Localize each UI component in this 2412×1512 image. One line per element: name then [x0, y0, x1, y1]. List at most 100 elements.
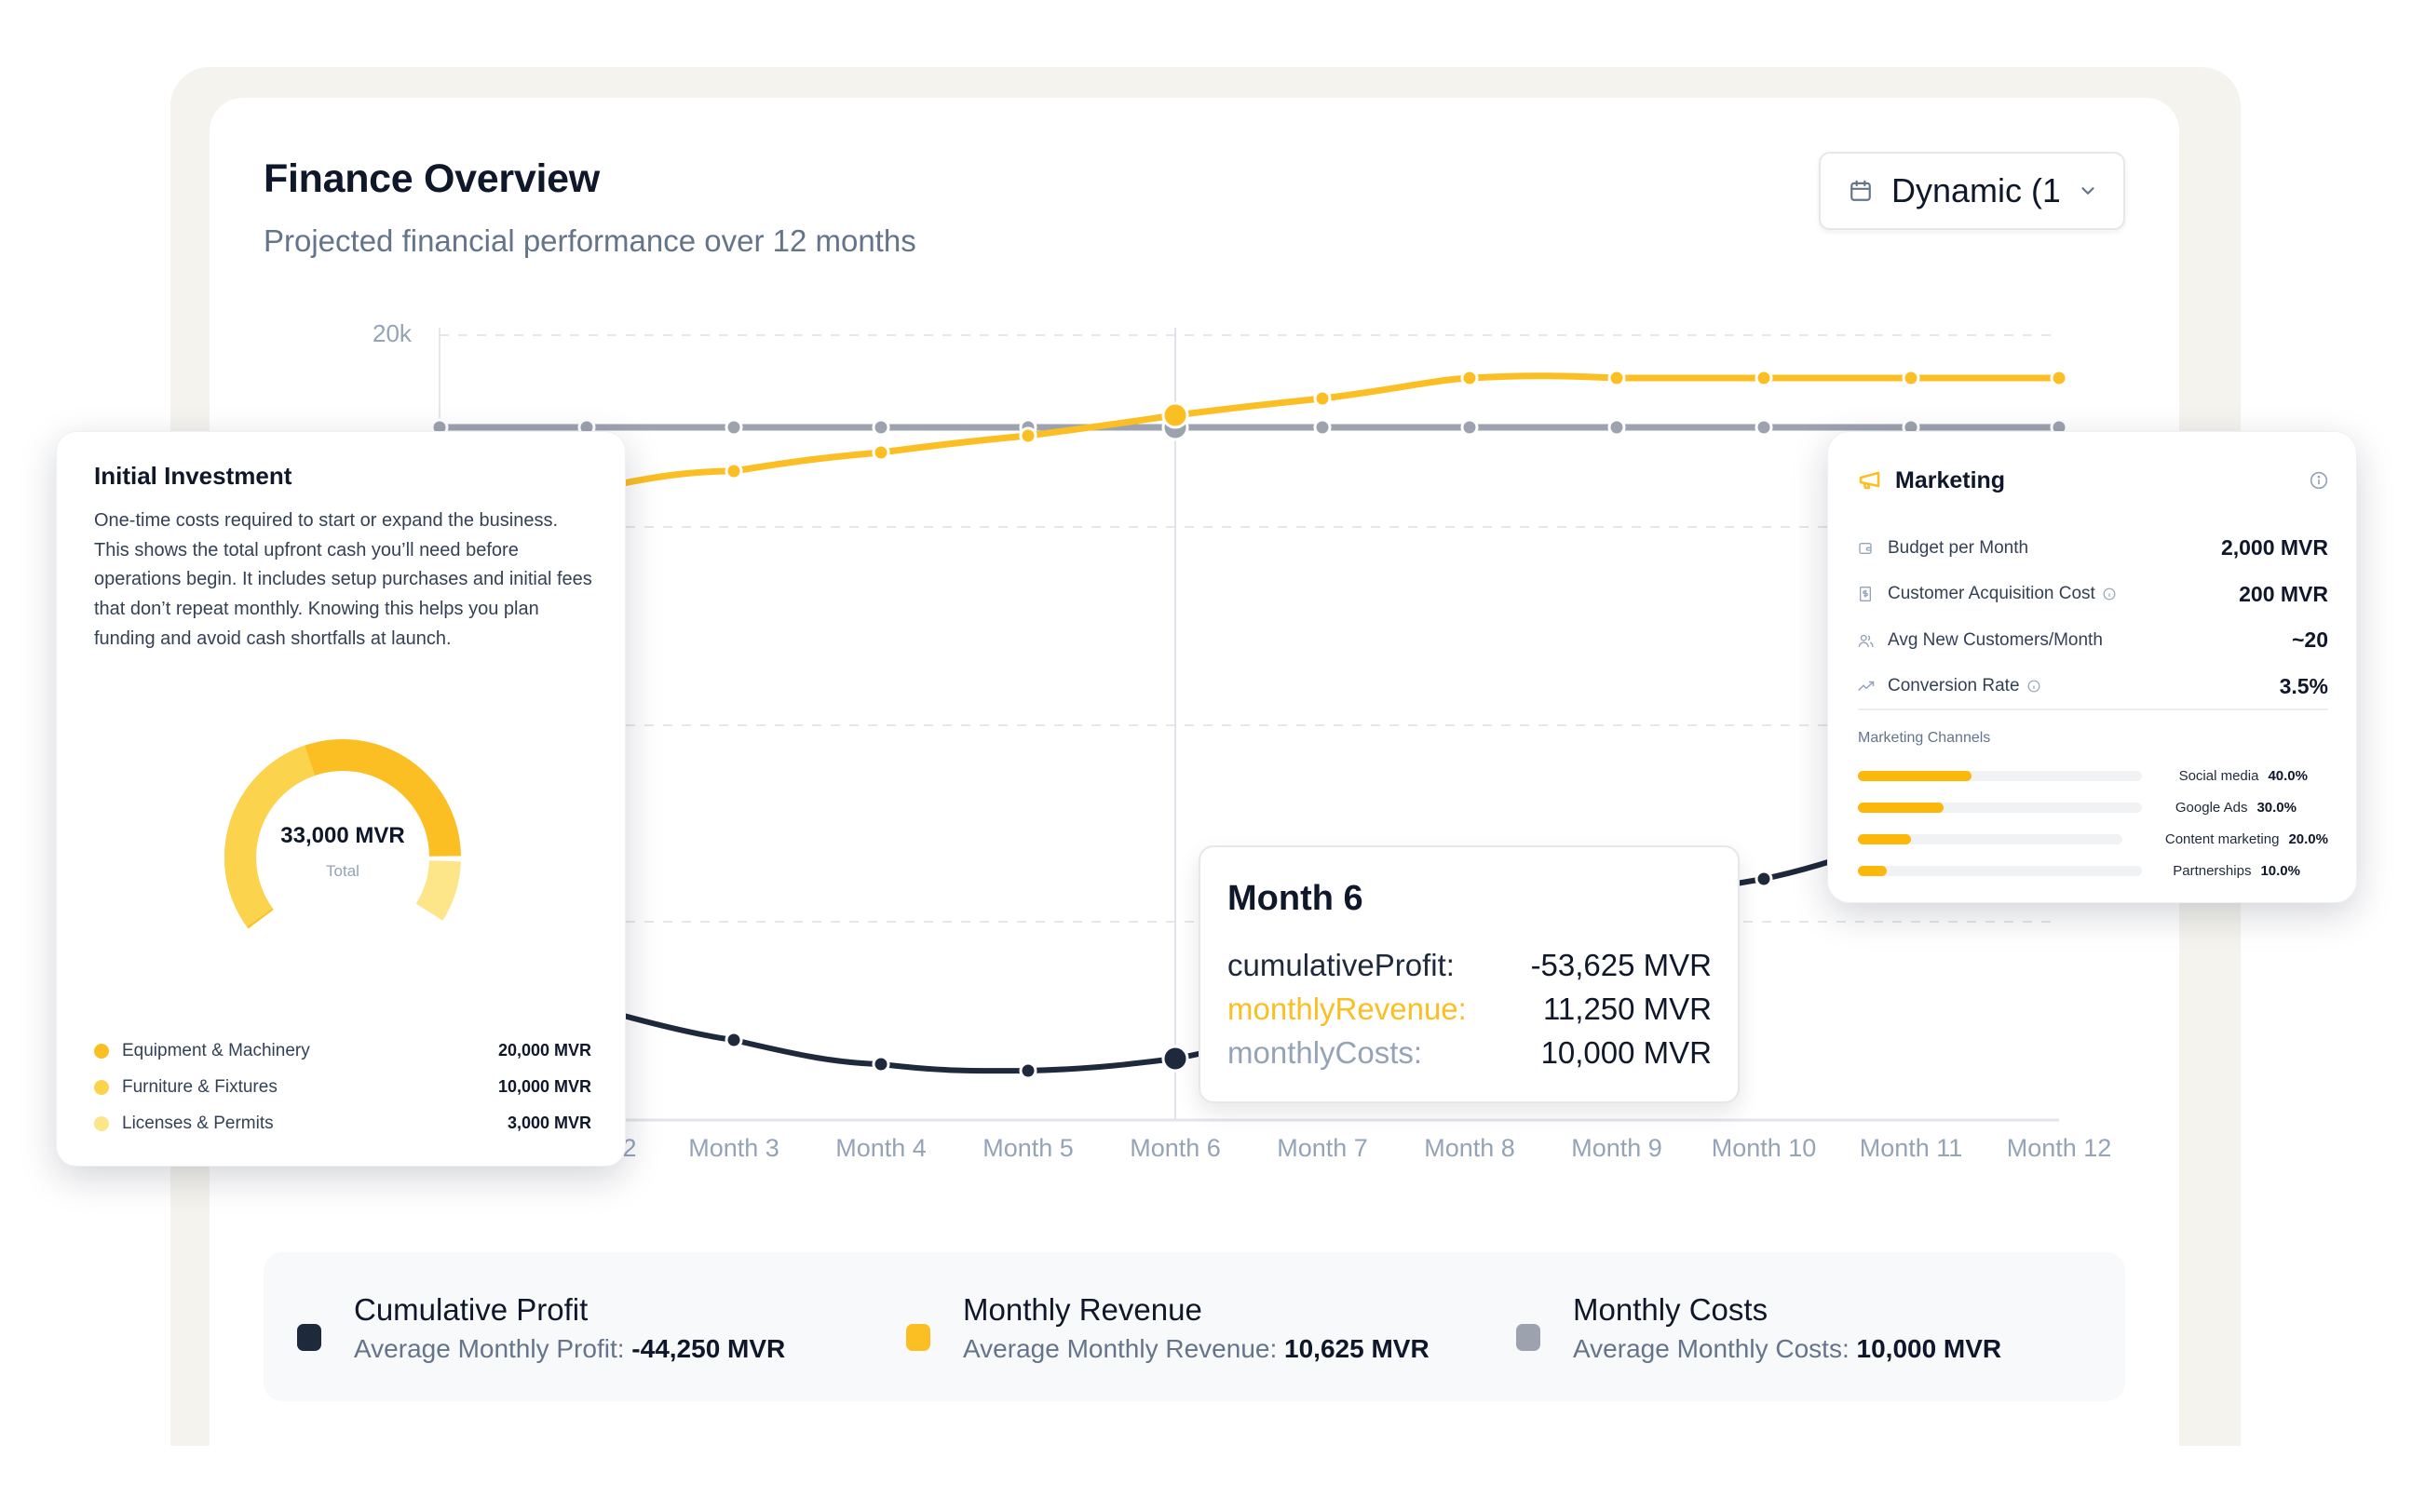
legend-item-monthly-costs[interactable]: Monthly Costs Average Monthly Costs: 10,…: [1516, 1291, 2001, 1370]
metric-customer-acquisition-cost: Customer Acquisition Cost 200 MVR: [1858, 572, 2328, 618]
marketing-title: Marketing: [1895, 466, 2006, 493]
info-icon[interactable]: [2027, 680, 2040, 693]
tooltip-value: 11,250 MVR: [1543, 992, 1712, 1026]
channel-pct: 30.0%: [2256, 799, 2297, 816]
channel-content-marketing: Content marketing 20.0%: [1858, 823, 2328, 855]
info-icon[interactable]: [2310, 471, 2328, 490]
initial-investment-description: One-time costs required to start or expa…: [94, 510, 592, 649]
users-icon: [1858, 634, 1874, 647]
tooltip-key: monthlyCosts:: [1227, 1035, 1423, 1070]
wallet-icon: [1859, 542, 1872, 554]
legend-avg-label: Average Monthly Costs:: [1573, 1334, 1850, 1363]
investment-item-value: 10,000 MVR: [497, 1077, 591, 1096]
tooltip-row-profit: cumulativeProfit: -53,625 MVR: [1227, 943, 1712, 987]
metric-label: Conversion Rate: [1888, 676, 2020, 696]
x-label-month-3: Month 3: [688, 1134, 779, 1162]
investment-item: Licenses & Permits 3,000 MVR: [94, 1105, 591, 1141]
period-dropdown[interactable]: Dynamic (1: [1819, 152, 2125, 230]
investment-item: Equipment & Machinery 20,000 MVR: [94, 1033, 591, 1069]
grid-lines: [440, 334, 2059, 923]
investment-item-value: 20,000 MVR: [497, 1041, 591, 1060]
x-label-month-11: Month 11: [1859, 1134, 1963, 1162]
y-axis-tick-20k: 20k: [373, 319, 412, 347]
channel-partnerships: Partnerships 10.0%: [1858, 855, 2328, 886]
channel-name: Social media: [2178, 767, 2259, 784]
receipt-icon: [1860, 587, 1871, 602]
investment-item-name: Furniture & Fixtures: [122, 1076, 278, 1097]
chart-tooltip: Month 6 cumulativeProfit: -53,625 MVR mo…: [1199, 845, 1740, 1103]
channel-pct: 10.0%: [2260, 862, 2300, 879]
investment-total-label: Total: [326, 862, 359, 880]
x-axis-labels: 2 Month 3 Month 4 Month 5 Month 6 Month …: [0, 1134, 2412, 1171]
tooltip-key: monthlyRevenue:: [1227, 992, 1467, 1026]
investment-item-name: Licenses & Permits: [122, 1113, 274, 1133]
investment-donut-chart[interactable]: [224, 739, 461, 976]
donut-segment-furniture[interactable]: [224, 739, 461, 976]
legend-avg-value: -44,250 MVR: [631, 1334, 786, 1363]
channel-name: Partnerships: [2173, 862, 2252, 879]
tooltip-row-costs: monthlyCosts: 10,000 MVR: [1227, 1031, 1712, 1074]
marketing-card: Marketing Budget per Month 2,000 MVR Cus…: [1827, 431, 2357, 903]
chevron-down-icon: [2081, 187, 2094, 195]
x-label-month-2: 2: [622, 1134, 637, 1162]
metric-avg-new-customers: Avg New Customers/Month ~20: [1858, 617, 2328, 664]
investment-item-value: 3,000 MVR: [507, 1114, 591, 1132]
x-label-month-9: Month 9: [1571, 1134, 1662, 1162]
channel-google-ads: Google Ads 30.0%: [1858, 791, 2328, 823]
info-icon[interactable]: [2103, 587, 2116, 601]
legend-avg-label: Average Monthly Revenue:: [963, 1334, 1278, 1363]
metric-label: Avg New Customers/Month: [1888, 629, 2103, 650]
initial-investment-card: Initial Investment One-time costs requir…: [56, 431, 626, 1167]
marketing-metrics: Budget per Month 2,000 MVR Customer Acqu…: [1858, 525, 2328, 709]
channel-name: Content marketing: [2164, 830, 2280, 847]
legend-dot: [94, 1079, 109, 1095]
marketing-header: Marketing: [1858, 462, 2328, 499]
legend-name: Monthly Revenue: [963, 1292, 1202, 1327]
x-label-month-10: Month 10: [1711, 1134, 1817, 1162]
legend-item-monthly-revenue[interactable]: Monthly Revenue Average Monthly Revenue:…: [906, 1291, 1430, 1370]
tooltip-value: 10,000 MVR: [1540, 1035, 1712, 1070]
page-title: Finance Overview: [264, 156, 600, 201]
channel-bar: [1858, 833, 1911, 844]
marketing-channels-title: Marketing Channels: [1858, 730, 1991, 746]
x-label-month-6: Month 6: [1130, 1134, 1221, 1162]
metric-value: 2,000 MVR: [2220, 535, 2328, 560]
legend-avg-label: Average Monthly Profit:: [354, 1334, 625, 1363]
legend-swatch: [906, 1324, 930, 1351]
megaphone-icon: [1859, 471, 1880, 490]
tooltip-row-revenue: monthlyRevenue: 11,250 MVR: [1227, 987, 1712, 1031]
channel-pct: 40.0%: [2268, 767, 2308, 784]
metric-label: Customer Acquisition Cost: [1888, 584, 2095, 604]
x-label-month-12: Month 12: [2006, 1134, 2112, 1162]
legend-dot: [94, 1115, 109, 1131]
marketing-channels: Social media 40.0% Google Ads 30.0% Conten…: [1858, 760, 2328, 886]
legend-name: Monthly Costs: [1573, 1292, 1768, 1327]
channel-social-media: Social media 40.0%: [1858, 760, 2328, 791]
investment-legend: Equipment & Machinery 20,000 MVR Furnitu…: [94, 1033, 591, 1141]
channel-bar: [1858, 865, 1887, 876]
x-label-month-5: Month 5: [982, 1134, 1074, 1162]
metric-label: Budget per Month: [1888, 537, 2029, 558]
x-label-month-8: Month 8: [1424, 1134, 1515, 1162]
investment-item: Furniture & Fixtures 10,000 MVR: [94, 1069, 591, 1105]
metric-conversion-rate: Conversion Rate 3.5%: [1858, 664, 2328, 710]
x-label-month-4: Month 4: [835, 1134, 927, 1162]
legend-avg-value: 10,000 MVR: [1856, 1334, 2002, 1363]
series-monthly-costs: [430, 413, 2068, 441]
metric-value: 3.5%: [2279, 673, 2328, 698]
page-subtitle: Projected financial performance over 12 …: [264, 223, 916, 258]
calendar-icon: [1850, 180, 1871, 201]
legend-avg-value: 10,625 MVR: [1284, 1334, 1430, 1363]
donut-center: 33,000 MVR Total: [224, 823, 461, 881]
chart-legend: Cumulative Profit Average Monthly Profit…: [264, 1252, 2125, 1401]
trending-up-icon: [1858, 682, 1875, 692]
investment-total: 33,000 MVR: [280, 823, 405, 848]
investment-item-name: Equipment & Machinery: [122, 1040, 310, 1060]
tooltip-key: cumulativeProfit:: [1227, 948, 1455, 982]
legend-item-cumulative-profit[interactable]: Cumulative Profit Average Monthly Profit…: [297, 1291, 785, 1370]
divider: [1858, 709, 2328, 710]
series-monthly-revenue: [439, 369, 2068, 530]
legend-swatch: [1516, 1324, 1540, 1351]
x-label-month-7: Month 7: [1277, 1134, 1368, 1162]
legend-name: Cumulative Profit: [354, 1292, 589, 1327]
